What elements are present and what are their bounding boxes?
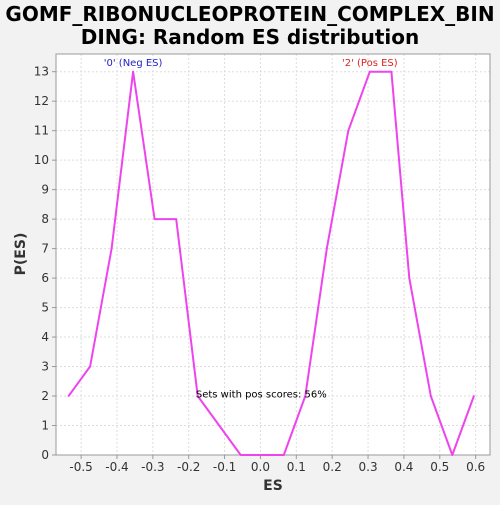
x-tick-label: -0.1 <box>213 460 236 474</box>
chart-annotation: '2' (Pos ES) <box>342 58 398 69</box>
es-data-point <box>472 395 475 397</box>
chart-title-line2: DING: Random ES distribution <box>81 25 420 49</box>
x-tick-label: -0.3 <box>141 460 164 474</box>
y-tick-label: 9 <box>41 183 49 197</box>
x-axis-label: ES <box>263 478 283 494</box>
y-tick-label: 1 <box>41 419 49 433</box>
es-data-point <box>408 277 411 279</box>
y-tick-label: 4 <box>41 330 49 344</box>
x-tick-label: 0.4 <box>394 460 413 474</box>
y-tick-label: 12 <box>34 94 49 108</box>
es-data-point <box>368 70 371 73</box>
series-layer <box>67 70 475 456</box>
es-data-point <box>196 395 199 397</box>
es-data-point <box>282 454 285 456</box>
y-tick-label: 5 <box>41 301 49 315</box>
es-data-point <box>325 247 328 250</box>
x-tick-label: 0.3 <box>359 460 378 474</box>
chart-title-line1: GOMF_RIBONUCLEOPROTEIN_COMPLEX_BIN <box>5 2 494 26</box>
x-tick-label: 0.2 <box>323 460 342 474</box>
y-tick-label: 0 <box>41 448 49 462</box>
es-data-point <box>261 454 264 456</box>
es-data-point <box>347 129 350 132</box>
es-series-line <box>67 70 475 456</box>
es-data-point <box>429 395 432 397</box>
x-tick-label: 0.0 <box>251 460 270 474</box>
y-tick-label: 2 <box>41 389 49 403</box>
x-tick-label: 0.6 <box>466 460 485 474</box>
y-tick-label: 8 <box>41 212 49 226</box>
es-data-point <box>132 70 135 73</box>
y-tick-label: 10 <box>34 153 49 167</box>
es-data-point <box>451 454 454 456</box>
annotation-layer: '0' (Neg ES) '2' (Pos ES) Sets with pos sc… <box>104 58 398 401</box>
x-tick-label: -0.4 <box>105 460 128 474</box>
y-tick-label: 6 <box>41 271 49 285</box>
y-tick-label: 13 <box>34 65 49 79</box>
chart-annotation: Sets with pos scores: 56% <box>196 390 327 401</box>
x-tick-label: -0.2 <box>177 460 200 474</box>
es-data-point <box>304 395 307 397</box>
es-data-point <box>110 247 113 250</box>
es-data-point <box>67 395 70 397</box>
es-data-point <box>153 218 156 221</box>
chart-annotation: '0' (Neg ES) <box>104 58 163 69</box>
y-tick-label: 3 <box>41 360 49 374</box>
es-data-point <box>390 70 393 73</box>
y-tick-label: 7 <box>41 242 49 256</box>
grid-layer <box>56 54 490 456</box>
es-data-point <box>239 454 242 456</box>
es-data-point <box>175 218 178 221</box>
es-data-point <box>89 365 91 368</box>
x-tick-label: -0.5 <box>69 460 92 474</box>
plot-area <box>56 54 490 455</box>
y-axis-label: P(ES) <box>13 233 29 276</box>
axes-layer: -0.5 -0.4 -0.3 -0.2 -0.1 0.0 0.1 0.2 0.3 0.4 0.5 0.… <box>34 65 485 474</box>
x-tick-label: 0.1 <box>287 460 306 474</box>
y-tick-label: 11 <box>34 124 49 138</box>
x-tick-label: 0.5 <box>430 460 449 474</box>
es-data-point <box>218 424 221 427</box>
